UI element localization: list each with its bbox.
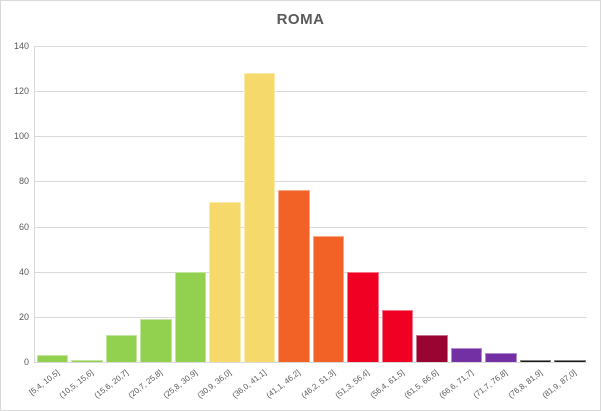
x-tick-label: (56,4, 61,5] [368,368,406,401]
bar-slot [484,46,519,362]
histogram-bar [105,334,137,362]
histogram-bar [209,201,241,362]
y-tick-label: 100 [13,131,29,142]
x-tick-label: (76,8, 81,9] [506,368,544,401]
bar-slot [70,46,105,362]
x-axis: [5,4, 10,5] (10,5, 15,6] (15,6, 20,7] (20,7… [27,363,586,410]
histogram-bar [278,190,310,362]
x-tick-label: (36,0, 41,1] [230,368,268,401]
y-tick-label: 40 [18,266,29,277]
gridline [35,181,587,183]
histogram-bar [140,319,172,362]
x-tick-label: (10,5, 15,6] [57,368,96,401]
x-tick-label: (41,1, 46,2] [264,368,303,401]
histogram-bar [381,310,413,362]
x-tick-label: (71,7, 76,8] [471,368,510,401]
x-tick-label: (25,8, 30,9] [161,368,199,401]
histogram-bar [416,334,448,362]
histogram-bar [554,359,586,362]
x-tick-label: (46,2, 51,3] [299,368,337,401]
y-tick-label: 140 [13,41,29,51]
bar-slot [415,46,450,362]
histogram-bar [312,235,344,362]
y-axis: 0 20 40 60 80 100 120 140 [1,41,29,367]
bar-slot [311,46,346,362]
histogram-bar [243,73,275,362]
bar-slot [553,46,588,362]
bar-slot [449,46,484,362]
histogram-bar [519,359,551,362]
gridline [35,91,587,93]
gridline [35,271,587,273]
x-tick-label: (30,9, 36,0] [195,368,234,401]
histogram-bar [71,359,103,362]
histogram-bar [485,352,517,362]
y-tick-label: 80 [18,176,29,187]
bar-slot [242,46,277,362]
gridline [35,226,587,228]
bar-slot [139,46,174,362]
bar-slot [35,46,70,362]
x-tick-label: (15,6, 20,7] [92,368,130,401]
histogram-bar [347,271,379,362]
gridline [35,136,587,138]
x-tick-label: (66,6, 71,7] [437,368,475,401]
bar-slot [518,46,553,362]
x-tick-label: (20,7, 25,8] [126,368,165,401]
x-tick-label: (61,5, 66,6] [402,368,441,401]
y-tick-label: 20 [18,311,29,322]
bar-slot [173,46,208,362]
y-tick-label: 120 [13,86,29,97]
histogram-bar [450,348,482,362]
plot-area [34,46,587,363]
histogram-bar [36,355,68,362]
bar-slot [104,46,139,362]
bar-slot [380,46,415,362]
gridline [35,316,587,318]
chart-title: ROMA [276,11,325,28]
bars-layer [35,46,587,362]
y-tick-label: 60 [18,221,29,232]
x-tick-label: (81,9, 87,0] [540,368,579,401]
x-tick-label: [5,4, 10,5] [27,368,61,398]
x-tick-label: (51,3, 56,4] [333,368,372,401]
gridline [35,46,587,47]
bar-slot [208,46,243,362]
y-tick-label: 0 [23,357,29,367]
histogram-bar [174,271,206,362]
bar-slot [277,46,312,362]
bar-slot [346,46,381,362]
